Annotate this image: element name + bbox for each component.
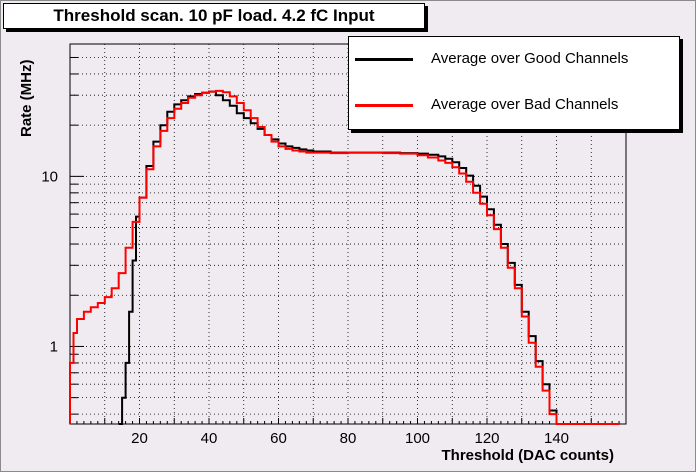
x-axis-label: Threshold (DAC counts): [441, 447, 615, 464]
legend-entry-good: Average over Good Channels: [349, 49, 679, 69]
legend-swatch-bad: [355, 104, 413, 107]
chart-title: Threshold scan. 10 pF load. 4.2 fC Input: [3, 3, 425, 29]
x-tick-label: 80: [340, 430, 357, 447]
series-line-bad-channels: [69, 89, 620, 425]
x-tick-label: 40: [201, 430, 218, 447]
tick-labels: 20 40 60 80 100 120 140 1 10: [41, 168, 569, 447]
legend-entry-bad: Average over Bad Channels: [349, 95, 679, 115]
legend-label-bad: Average over Bad Channels: [431, 96, 619, 113]
y-tick-label: 1: [50, 338, 58, 355]
x-tick-label: 60: [270, 430, 287, 447]
x-tick-label: 20: [131, 430, 148, 447]
x-tick-label: 100: [405, 430, 430, 447]
series-group: [69, 89, 620, 425]
legend-label-good: Average over Good Channels: [431, 50, 629, 67]
legend: Average over Good Channels Average over …: [348, 36, 680, 130]
x-tick-label: 120: [474, 430, 499, 447]
y-tick-label: 10: [41, 168, 58, 185]
legend-swatch-good: [355, 58, 413, 61]
axis-ticks: [70, 43, 620, 424]
x-tick-label: 140: [544, 430, 569, 447]
y-axis-label: Rate (MHz): [18, 59, 35, 138]
grid-lines: [70, 43, 626, 424]
